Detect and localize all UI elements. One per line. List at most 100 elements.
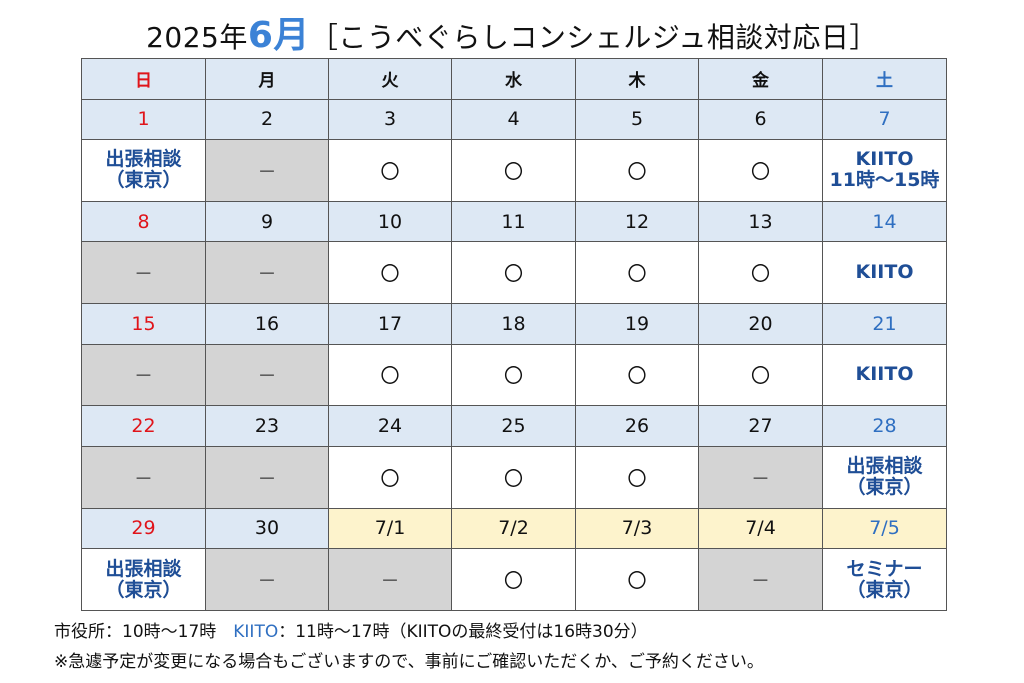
- schedule-cell: －: [698, 548, 823, 611]
- schedule-row: －－〇〇〇〇 KIITO: [81, 241, 947, 305]
- weekday-wed: 水: [451, 58, 576, 100]
- weekday-mon: 月: [205, 58, 329, 100]
- schedule-cell: 〇: [451, 445, 576, 509]
- date-row: 29 30 7/1 7/2 7/3 7/4 7/5: [81, 507, 947, 550]
- date-cell: 27: [698, 405, 823, 447]
- schedule-cell: －: [81, 445, 206, 509]
- footer-cityhall-hours: 市役所：10時～17時: [54, 622, 234, 642]
- footer-note: ※急遽予定が変更になる場合もございますので、事前にご確認いただくか、ご予約くださ…: [54, 652, 764, 672]
- date-cell: 7/1: [328, 507, 452, 550]
- date-row: 8 9 10 11 12 13 14: [81, 200, 947, 243]
- schedule-note-line: （東京）: [105, 169, 182, 192]
- date-cell: 7/4: [698, 507, 823, 550]
- schedule-note-line: 出張相談: [105, 557, 182, 580]
- schedule-cell: 〇: [451, 548, 576, 611]
- date-cell: 4: [451, 98, 576, 140]
- schedule-note-cell: 出張相談 （東京）: [822, 445, 947, 509]
- date-cell: 12: [575, 200, 699, 243]
- schedule-note-line: 11時～15時: [829, 169, 940, 192]
- schedule-cell: －: [698, 445, 823, 509]
- date-cell: 18: [451, 303, 576, 345]
- weekday-sat: 土: [822, 58, 947, 100]
- schedule-cell: 〇: [698, 139, 823, 202]
- date-cell: 14: [822, 200, 947, 243]
- schedule-note-line: （東京）: [846, 476, 923, 499]
- schedule-cell: 〇: [575, 445, 699, 509]
- date-cell: 7/5: [822, 507, 947, 550]
- schedule-cell: －: [328, 548, 452, 611]
- date-cell: 20: [698, 303, 823, 345]
- schedule-cell: 〇: [328, 139, 452, 202]
- date-cell: 16: [205, 303, 329, 345]
- weekday-thu: 木: [575, 58, 699, 100]
- schedule-cell: 〇: [698, 241, 823, 305]
- schedule-note-cell: 出張相談 （東京）: [81, 139, 206, 202]
- calendar-table: 日 月 火 水 木 金 土 1 2 3 4 5 6 7 出張相談 （東京）－〇〇〇〇 KIITO 1…: [81, 58, 947, 611]
- date-row: 22 23 24 25 26 27 28: [81, 405, 947, 447]
- schedule-note-line: KIITO: [855, 261, 914, 284]
- schedule-note-cell: KIITO: [822, 343, 947, 407]
- schedule-note-cell: KIITO: [822, 241, 947, 305]
- schedule-cell: －: [205, 548, 329, 611]
- schedule-cell: 〇: [451, 241, 576, 305]
- schedule-note-line: 出張相談: [105, 148, 182, 171]
- schedule-row: 出張相談 （東京）－〇〇〇〇 KIITO 11時～15時: [81, 139, 947, 202]
- schedule-cell: 〇: [451, 343, 576, 407]
- schedule-row: －－〇〇〇－出張相談 （東京）: [81, 445, 947, 509]
- weekday-tue: 火: [328, 58, 452, 100]
- date-cell: 1: [81, 98, 206, 140]
- date-cell: 7: [822, 98, 947, 140]
- title-year: 2025年: [146, 21, 248, 54]
- schedule-note-line: KIITO: [855, 363, 914, 386]
- date-cell: 7/2: [451, 507, 576, 550]
- footer-kiito-label: KIITO: [233, 622, 279, 642]
- schedule-note-line: （東京）: [846, 578, 923, 601]
- schedule-cell: －: [205, 343, 329, 407]
- date-cell: 26: [575, 405, 699, 447]
- date-cell: 19: [575, 303, 699, 345]
- date-cell: 6: [698, 98, 823, 140]
- schedule-cell: －: [81, 241, 206, 305]
- schedule-cell: －: [81, 343, 206, 407]
- schedule-cell: 〇: [698, 343, 823, 407]
- weekday-sun: 日: [81, 58, 206, 100]
- page-title: 2025年6月［こうべぐらしコンシェルジュ相談対応日］: [0, 6, 1024, 58]
- footer-hours: 市役所：10時～17時 KIITO：11時～17時（KIITOの最終受付は16時…: [54, 617, 1014, 642]
- schedule-note-line: （東京）: [105, 578, 182, 601]
- date-cell: 2: [205, 98, 329, 140]
- date-cell: 28: [822, 405, 947, 447]
- schedule-cell: 〇: [575, 548, 699, 611]
- date-cell: 11: [451, 200, 576, 243]
- date-cell: 13: [698, 200, 823, 243]
- schedule-note-line: 出張相談: [846, 455, 923, 478]
- schedule-cell: －: [205, 139, 329, 202]
- schedule-cell: 〇: [328, 343, 452, 407]
- schedule-cell: 〇: [451, 139, 576, 202]
- schedule-cell: －: [205, 445, 329, 509]
- schedule-note-line: セミナー: [846, 557, 923, 580]
- date-cell: 30: [205, 507, 329, 550]
- date-cell: 8: [81, 200, 206, 243]
- schedule-cell: －: [205, 241, 329, 305]
- date-cell: 7/3: [575, 507, 699, 550]
- schedule-note-cell: 出張相談 （東京）: [81, 548, 206, 611]
- date-cell: 29: [81, 507, 206, 550]
- schedule-note-cell: KIITO 11時～15時: [822, 139, 947, 202]
- date-cell: 21: [822, 303, 947, 345]
- date-row: 15 16 17 18 19 20 21: [81, 303, 947, 345]
- schedule-row: 出張相談 （東京）－－〇〇－セミナー （東京）: [81, 548, 947, 611]
- weekday-fri: 金: [698, 58, 823, 100]
- date-cell: 15: [81, 303, 206, 345]
- schedule-cell: 〇: [575, 343, 699, 407]
- date-cell: 25: [451, 405, 576, 447]
- title-text: ［こうべぐらしコンシェルジュ相談対応日］: [309, 21, 878, 54]
- title-month: 6月: [247, 15, 310, 56]
- schedule-cell: 〇: [328, 241, 452, 305]
- schedule-cell: 〇: [328, 445, 452, 509]
- date-cell: 5: [575, 98, 699, 140]
- date-cell: 17: [328, 303, 452, 345]
- date-cell: 9: [205, 200, 329, 243]
- schedule-cell: 〇: [575, 241, 699, 305]
- schedule-note-cell: セミナー （東京）: [822, 548, 947, 611]
